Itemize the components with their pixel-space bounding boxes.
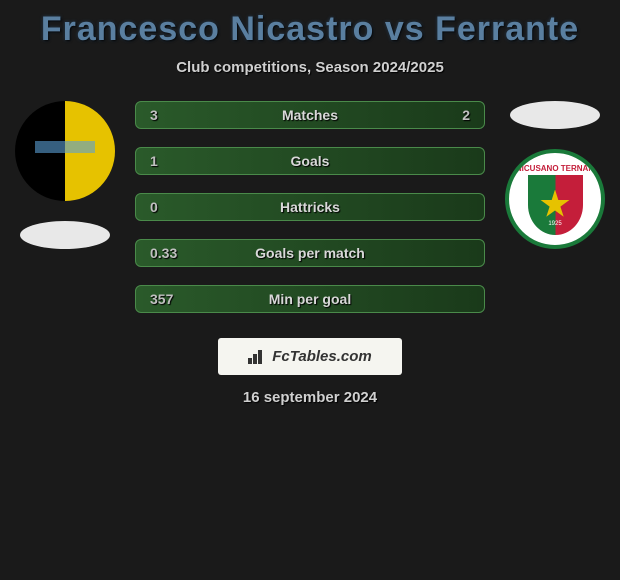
player-left-avatar: [15, 101, 115, 201]
comparison-container: Francesco Nicastro vs Ferrante Club comp…: [0, 0, 620, 416]
footer: FcTables.com 16 september 2024: [0, 338, 620, 406]
bar-chart-icon: [248, 350, 266, 364]
stat-row-goals: 1 Goals: [135, 147, 485, 175]
brand-box: FcTables.com: [218, 338, 401, 375]
player-right-badge: UNICUSANO TERNANA 1925: [505, 149, 605, 249]
stat-row-goals-per-match: 0.33 Goals per match: [135, 239, 485, 267]
player-right-name-placeholder: [510, 101, 600, 129]
stats-column: 3 Matches 2 1 Goals 0 Hattricks 0.33 Goa…: [135, 101, 485, 313]
stat-label: Matches: [200, 107, 420, 123]
player-right-column: UNICUSANO TERNANA 1925: [500, 101, 610, 249]
badge-year: 1925: [548, 221, 561, 227]
stat-label: Goals per match: [200, 245, 420, 261]
stat-left-value: 0: [150, 199, 200, 215]
stat-label: Hattricks: [200, 199, 420, 215]
stat-row-matches: 3 Matches 2: [135, 101, 485, 129]
main-content: 3 Matches 2 1 Goals 0 Hattricks 0.33 Goa…: [0, 101, 620, 313]
player-left-column: [10, 101, 120, 249]
brand-text: FcTables.com: [272, 348, 371, 365]
stat-left-value: 357: [150, 291, 200, 307]
page-title: Francesco Nicastro vs Ferrante: [0, 10, 620, 49]
badge-shield-icon: 1925: [528, 175, 583, 235]
stat-left-value: 3: [150, 107, 200, 123]
date-text: 16 september 2024: [243, 389, 377, 406]
player-left-name-placeholder: [20, 221, 110, 249]
stat-label: Goals: [200, 153, 420, 169]
stat-row-hattricks: 0 Hattricks: [135, 193, 485, 221]
stat-left-value: 0.33: [150, 245, 200, 261]
stat-row-min-per-goal: 357 Min per goal: [135, 285, 485, 313]
stat-label: Min per goal: [200, 291, 420, 307]
stat-left-value: 1: [150, 153, 200, 169]
page-subtitle: Club competitions, Season 2024/2025: [0, 59, 620, 76]
stat-right-value: 2: [420, 107, 470, 123]
badge-text: UNICUSANO TERNANA: [510, 164, 600, 173]
